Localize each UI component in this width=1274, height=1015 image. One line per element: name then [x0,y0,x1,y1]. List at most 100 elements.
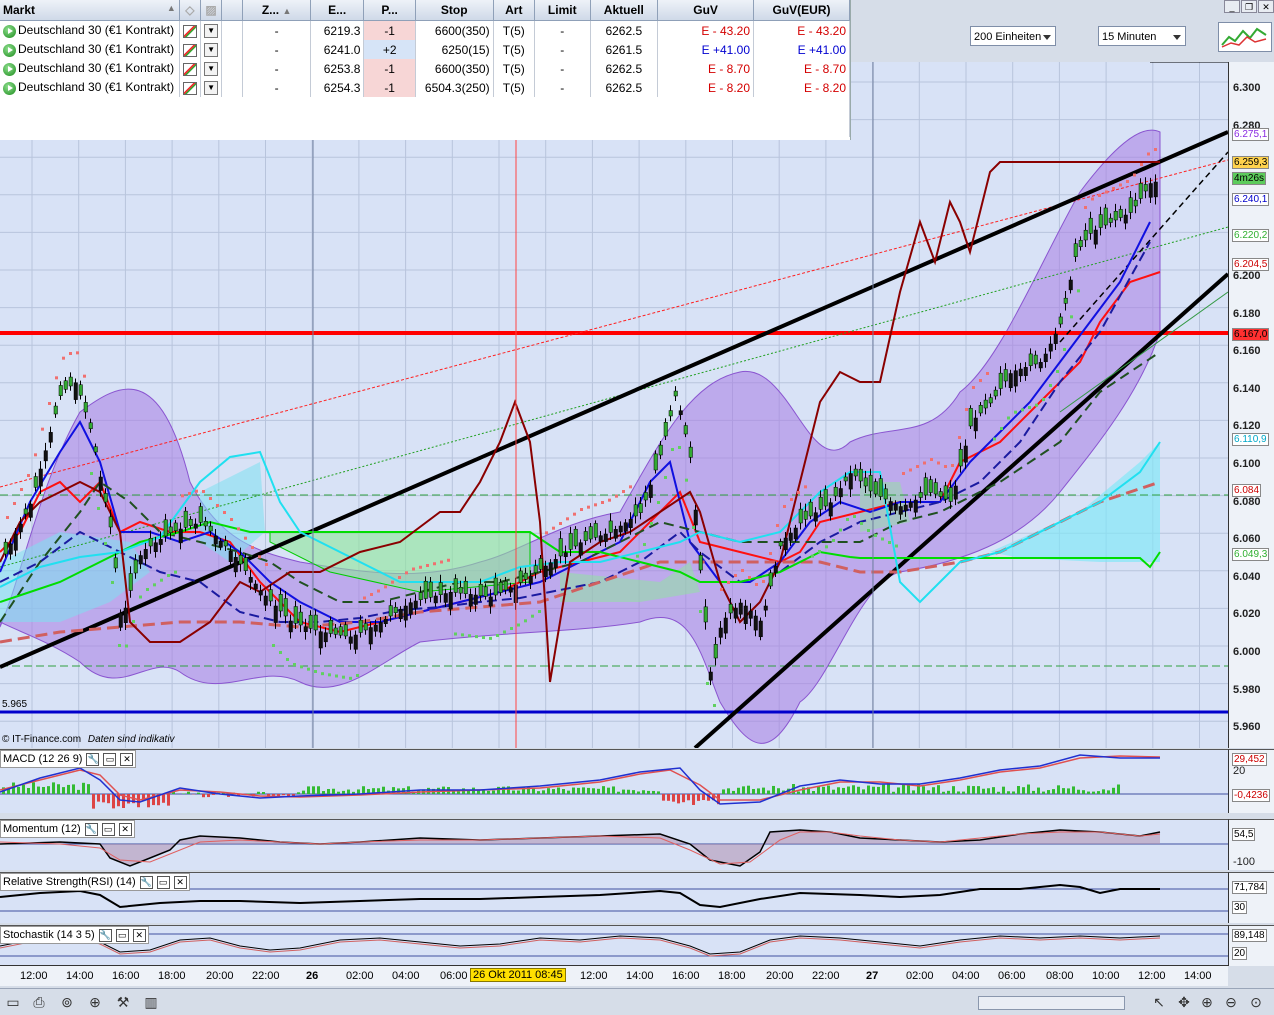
zoom-in-icon[interactable]: ⊕ [1198,993,1216,1011]
col-p[interactable]: P... [364,0,415,21]
time-scrollbar[interactable] [978,996,1125,1010]
interval-value: 15 Minuten [1102,31,1156,43]
chart-cell[interactable] [179,59,200,78]
play-icon[interactable] [3,25,16,38]
candle-add-icon[interactable]: ▥ [142,993,160,1011]
art-cell: T(5) [493,59,534,78]
play-icon[interactable] [3,44,16,57]
macd-panel[interactable]: MACD (12 26 9)🔧▭✕ [0,749,1228,813]
col-stop[interactable]: Stop [415,0,493,21]
stop-cell[interactable]: 6600(350) [415,59,493,78]
zoom-out-icon[interactable]: ⊖ [1222,993,1240,1011]
binoculars-icon[interactable]: ⊚ [58,993,76,1011]
markt-cell[interactable]: Deutschland 30 (€1 Kontrakt) [0,40,179,59]
chart-cell[interactable] [179,40,200,59]
chart-icon[interactable] [183,25,197,38]
units-value: 200 Einheiten [974,31,1041,43]
toolbox-icon[interactable]: ⚒ [114,993,132,1011]
restore-button[interactable]: ❐ [1241,0,1257,13]
price-label: 6.259,3 [1232,156,1269,169]
play-icon[interactable] [3,82,16,95]
col-icon-a[interactable]: ◇ [179,0,200,21]
chevron-down-icon[interactable]: ▼ [204,43,218,57]
copyright-label: © IT-Finance.com Daten sind indikativ [2,734,175,745]
stop-cell[interactable]: 6600(350) [415,21,493,41]
window-icon[interactable]: ▭ [157,876,170,889]
macd-title: MACD (12 26 9)🔧▭✕ [0,750,136,768]
limit-cell[interactable]: - [534,78,590,97]
chart-cell[interactable] [179,21,200,41]
close-icon[interactable]: ✕ [133,929,146,942]
window-icon[interactable]: ▭ [102,823,115,836]
col-markt[interactable]: Markt ▲ [0,0,179,21]
limit-cell[interactable]: - [534,59,590,78]
col-icon-c[interactable] [222,0,243,21]
layout-icon[interactable]: ▭ [4,993,22,1011]
rsi-axis: 71,784 30 [1228,872,1274,923]
units-dropdown[interactable]: 200 Einheiten [970,26,1056,46]
zoom-reset-icon[interactable]: ⊙ [1247,993,1265,1011]
markt-cell[interactable]: Deutschland 30 (€1 Kontrakt) [0,21,179,41]
art-cell: T(5) [493,40,534,59]
col-icon-b[interactable]: ▨ [200,0,221,21]
wrench-icon[interactable]: 🔧 [140,876,153,889]
price-chart[interactable]: 5.965 © IT-Finance.com Daten sind indika… [0,62,1228,748]
col-art[interactable]: Art [493,0,534,21]
chevron-down-icon[interactable]: ▼ [204,24,218,38]
chart-type-icon[interactable] [1218,22,1272,52]
interval-dropdown[interactable]: 15 Minuten [1098,26,1186,46]
minimize-button[interactable]: _ [1224,0,1240,13]
chart-cell[interactable] [179,78,200,97]
col-e[interactable]: E... [310,0,363,21]
play-icon[interactable] [3,63,16,76]
dropdown-cell[interactable]: ▼ [200,59,221,78]
time-tick: 16:00 [112,970,140,982]
close-icon[interactable]: ✕ [120,753,133,766]
chart-icon[interactable] [183,82,197,95]
window-icon[interactable]: ▭ [103,753,116,766]
print-icon[interactable]: ⎙ [30,993,48,1011]
chevron-down-icon[interactable]: ▼ [204,81,218,95]
price-tick: 6.000 [1233,646,1261,658]
col-aktuell[interactable]: Aktuell [590,0,658,21]
chart-icon[interactable] [183,63,197,76]
window-icon[interactable]: ▭ [116,929,129,942]
time-tick: 18:00 [718,970,746,982]
price-axis: 6.3006.2806.2606.2406.2206.2006.1806.160… [1228,62,1274,748]
z-cell: - [243,59,311,78]
dropdown-cell[interactable]: ▼ [200,40,221,59]
momentum-panel[interactable]: Momentum (12)🔧▭✕ [0,819,1228,870]
limit-cell[interactable]: - [534,40,590,59]
limit-cell[interactable]: - [534,21,590,41]
close-button[interactable]: ✕ [1258,0,1274,13]
wrench-icon[interactable]: 🔧 [85,823,98,836]
col-guv[interactable]: GuV [658,0,754,21]
price-label: 6.049,3 [1232,548,1269,561]
stop-cell[interactable]: 6250(15) [415,40,493,59]
dropdown-cell[interactable]: ▼ [200,21,221,41]
stochastik-panel[interactable]: Stochastik (14 3 5)🔧▭✕ [0,925,1228,966]
col-limit[interactable]: Limit [534,0,590,21]
close-icon[interactable]: ✕ [174,876,187,889]
markt-cell[interactable]: Deutschland 30 (€1 Kontrakt) [0,59,179,78]
rsi-panel[interactable]: Relative Strength(RSI) (14)🔧▭✕ [0,872,1228,923]
stop-cell[interactable]: 6504.3(250) [415,78,493,97]
price-tick: 6.140 [1233,383,1261,395]
pan-icon[interactable]: ✥ [1175,993,1193,1011]
price-tick: 6.180 [1233,308,1261,320]
crosshair-icon[interactable]: ⊕ [86,993,104,1011]
col-z[interactable]: Z... ▲ [243,0,311,21]
cursor-icon[interactable]: ↖ [1150,993,1168,1011]
wrench-icon[interactable]: 🔧 [86,753,99,766]
close-icon[interactable]: ✕ [119,823,132,836]
markt-cell[interactable]: Deutschland 30 (€1 Kontrakt) [0,78,179,97]
wrench-icon[interactable]: 🔧 [99,929,112,942]
dropdown-cell[interactable]: ▼ [200,78,221,97]
col-guv-eur[interactable]: GuV(EUR) [754,0,850,21]
chevron-down-icon[interactable]: ▼ [204,62,218,76]
chart-icon[interactable] [183,44,197,57]
